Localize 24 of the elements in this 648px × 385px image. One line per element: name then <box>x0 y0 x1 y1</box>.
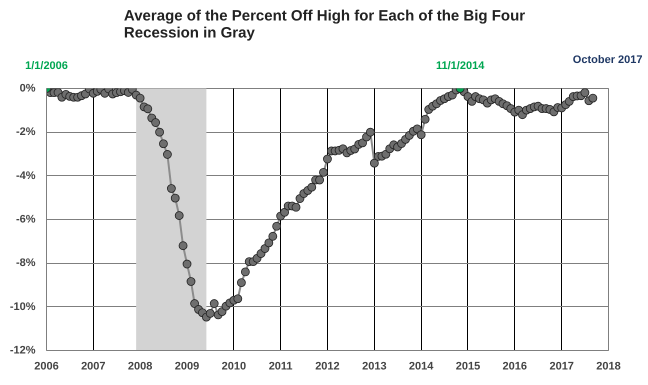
x-tick-label: 2006 <box>34 360 59 372</box>
y-tick-label: 0% <box>20 82 36 94</box>
y-tick-label: -12% <box>10 344 36 356</box>
x-tick-label: 2007 <box>81 360 106 372</box>
x-tick-label: 2013 <box>362 360 387 372</box>
x-tick-label: 2014 <box>408 360 434 372</box>
x-tick-label: 2018 <box>596 360 621 372</box>
x-tick-label: 2008 <box>128 360 152 372</box>
y-tick-label: -2% <box>16 126 36 138</box>
x-tick-label: 2012 <box>315 360 340 372</box>
chart-title: Average of the Percent Off High for Each of the Big Four Recession in Gray <box>124 8 526 42</box>
y-tick-label: -8% <box>16 257 36 270</box>
x-tick-label: 2009 <box>174 360 200 372</box>
y-tick-label: -10% <box>10 300 36 313</box>
x-tick-label: 2017 <box>549 360 574 372</box>
y-tick-label: -4% <box>16 170 36 182</box>
annotation: 11/1/2014 <box>436 60 486 72</box>
text: October 2017 <box>572 54 642 66</box>
x-tick-label: 2015 <box>456 360 480 372</box>
x-tick-label: 2010 <box>222 360 246 372</box>
annotation: 1/1/2006 <box>25 60 68 72</box>
x-tick-label: 2011 <box>268 360 293 372</box>
x-tick-label: 2016 <box>502 360 528 372</box>
y-tick-label: -6% <box>16 214 36 226</box>
